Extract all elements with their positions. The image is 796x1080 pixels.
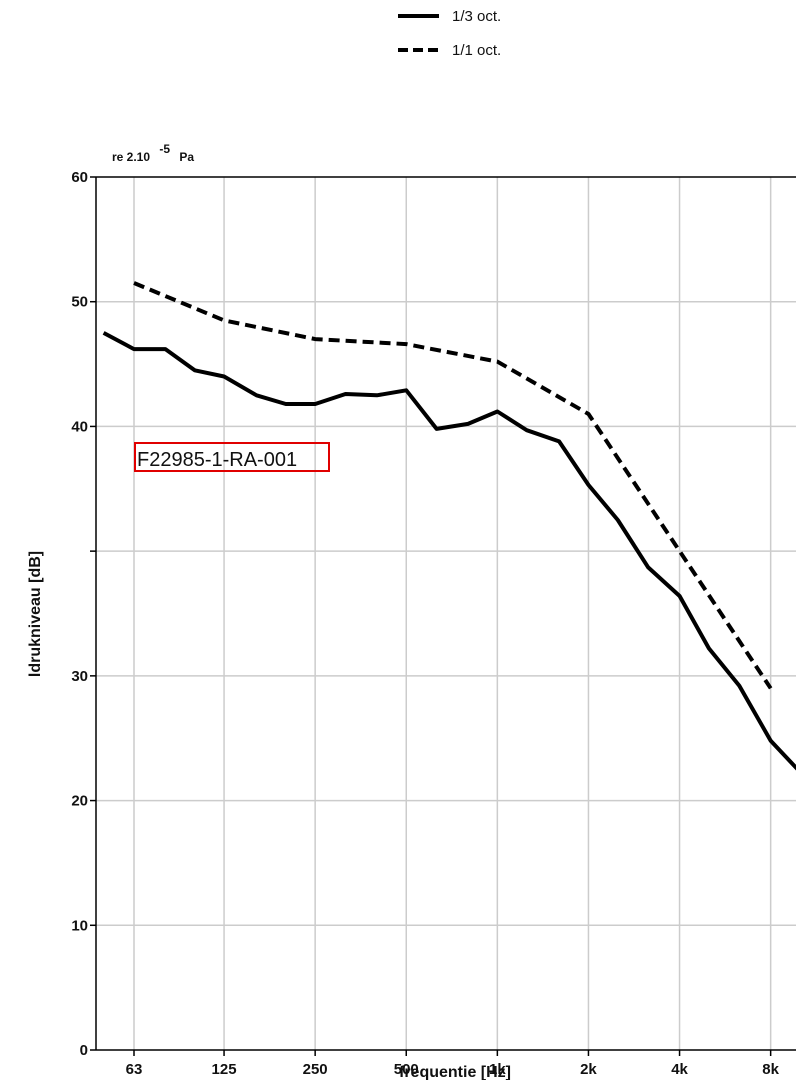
x-tick-label: 63	[126, 1061, 143, 1078]
y-tick-label: 20	[71, 793, 88, 810]
y-axis-ticks: 60 50 40 30 20 10 0	[71, 169, 96, 1059]
x-tick-label: 250	[303, 1061, 328, 1078]
y-tick-label: 0	[80, 1042, 88, 1059]
legend: 1/3 oct. 1/1 oct.	[398, 8, 501, 59]
reference-exponent: -5	[159, 142, 170, 156]
series-line-full-octave	[133, 281, 773, 690]
legend-label-1-3-oct: 1/3 oct.	[452, 8, 501, 25]
annotation-frame	[134, 442, 330, 472]
x-tick-label: 8k	[762, 1061, 779, 1078]
legend-label-1-1-oct: 1/1 oct.	[452, 42, 501, 59]
y-tick-label: 50	[71, 294, 88, 311]
y-tick-label: 10	[71, 917, 88, 934]
y-axis-label: ldrukniveau [dB]	[27, 551, 44, 677]
series-line-one-third-octave	[102, 331, 796, 771]
x-tick-label: 4k	[671, 1061, 688, 1078]
grid	[96, 177, 796, 1050]
x-tick-label: 500	[394, 1061, 419, 1078]
y-tick-label: 40	[71, 418, 88, 435]
series-lines	[102, 281, 796, 771]
y-tick-label: 60	[71, 169, 88, 186]
annotation-label: F22985-1-RA-001	[137, 449, 297, 471]
reference-unit: Pa	[179, 150, 194, 164]
x-axis-ticks: 63 125 250 500 1k 2k 4k 8k	[126, 1050, 780, 1078]
x-tick-label: 125	[212, 1061, 237, 1078]
y-tick-label: 30	[71, 668, 88, 685]
x-axis-label: frequentie [Hz]	[399, 1064, 511, 1080]
x-tick-label: 1k	[489, 1061, 506, 1078]
x-tick-label: 2k	[580, 1061, 597, 1078]
reference-pressure: re 2.10 -5 Pa	[112, 142, 194, 164]
reference-prefix: re 2.10	[112, 150, 150, 164]
annotation-box: F22985-1-RA-001	[134, 442, 330, 472]
